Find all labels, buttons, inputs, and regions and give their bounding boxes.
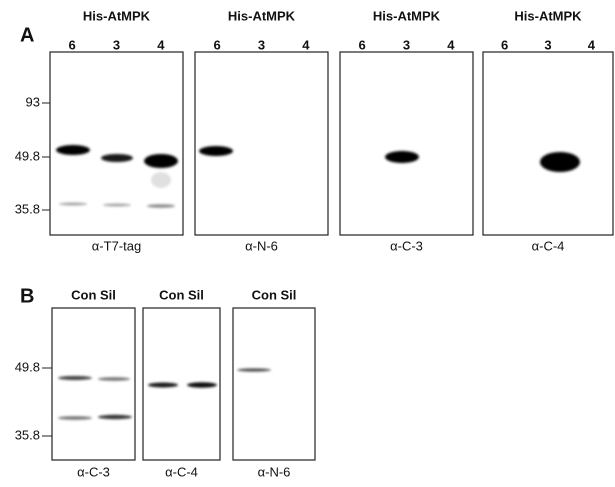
lane-label: 6: [214, 37, 221, 52]
marker-label: 49.8: [15, 148, 40, 163]
lane-label: 3: [113, 37, 120, 52]
band: [151, 172, 171, 188]
blot-frame: [194, 51, 329, 236]
antibody-label: α-C-4: [532, 238, 565, 253]
lane-label: 4: [588, 37, 596, 52]
blot-header: Con Sil: [159, 287, 204, 302]
blot-header: Con Sil: [252, 287, 297, 302]
blot-header: His-AtMPK: [514, 8, 582, 23]
lane-label: 6: [69, 37, 76, 52]
band: [58, 376, 92, 380]
antibody-label: α-C-3: [77, 464, 110, 479]
lane-label: 3: [544, 37, 551, 52]
panel-label: A: [20, 24, 34, 46]
marker-label: 35.8: [15, 427, 40, 442]
band: [58, 416, 92, 420]
band: [103, 203, 131, 207]
band: [59, 202, 87, 206]
antibody-label: α-N-6: [245, 238, 278, 253]
lane-label: 3: [403, 37, 410, 52]
panel-label: B: [20, 285, 34, 307]
lane-label: 4: [157, 37, 165, 52]
blot-frame: [232, 307, 316, 461]
antibody-label: α-T7-tag: [92, 238, 141, 253]
band: [147, 204, 175, 208]
antibody-label: α-N-6: [258, 464, 291, 479]
blot-frame: [482, 51, 614, 236]
blot-frame: [51, 307, 136, 461]
band: [98, 377, 130, 381]
marker-label: 93: [26, 94, 40, 109]
marker-label: 35.8: [15, 201, 40, 216]
blot-header: His-AtMPK: [83, 8, 151, 23]
blot-header: Con Sil: [71, 287, 116, 302]
blot-header: His-AtMPK: [373, 8, 441, 23]
antibody-label: α-C-4: [165, 464, 198, 479]
band: [199, 146, 233, 156]
band: [385, 151, 419, 163]
blot-frame: [339, 51, 474, 236]
blot-header: His-AtMPK: [228, 8, 296, 23]
band: [144, 154, 178, 168]
band: [540, 152, 580, 172]
lane-label: 4: [447, 37, 455, 52]
bands: [56, 145, 580, 420]
lane-label: 3: [258, 37, 265, 52]
lane-label: 4: [302, 37, 310, 52]
antibody-label: α-C-3: [390, 238, 423, 253]
band: [187, 382, 217, 388]
band: [148, 382, 178, 388]
lane-label: 6: [501, 37, 508, 52]
lane-label: 6: [359, 37, 366, 52]
band: [237, 368, 271, 372]
band: [101, 154, 133, 162]
band: [56, 145, 90, 155]
marker-label: 49.8: [15, 359, 40, 374]
band: [98, 414, 132, 420]
